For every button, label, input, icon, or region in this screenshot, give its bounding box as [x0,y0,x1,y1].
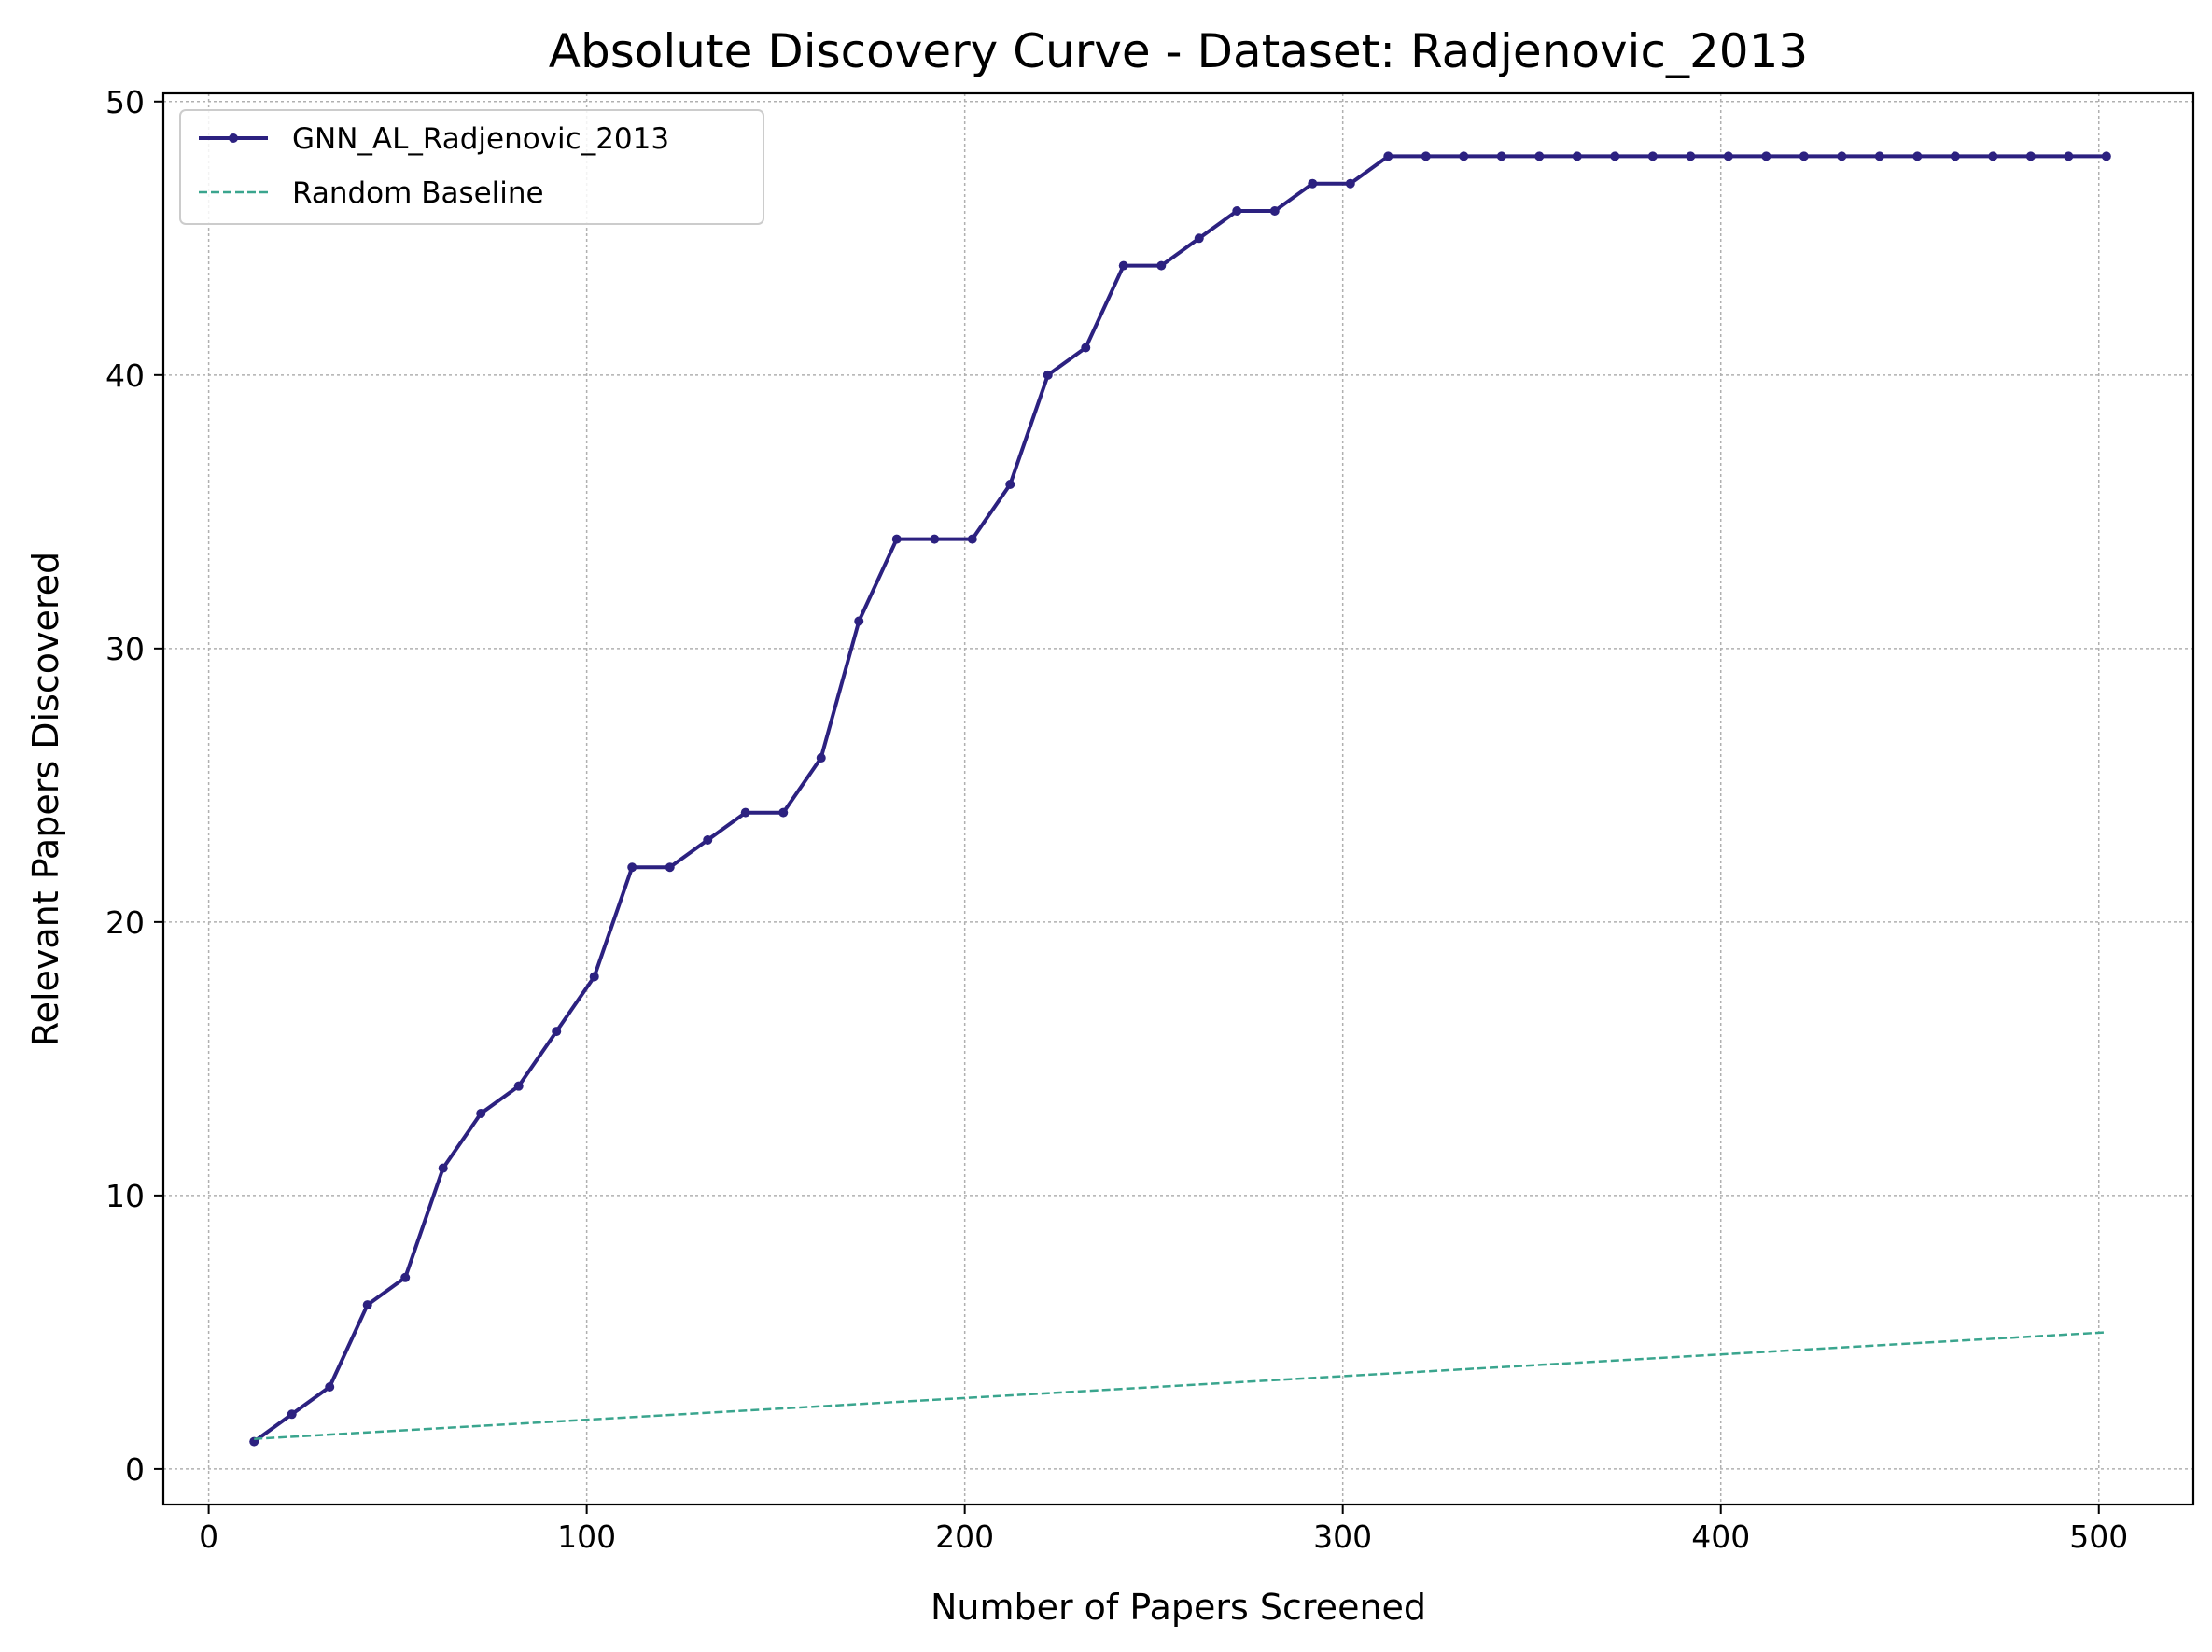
legend: GNN_AL_Radjenovic_2013 Random Baseline [179,109,764,225]
data-point-0-32 [1459,151,1469,161]
y-tick-label-5: 50 [105,84,145,120]
chart-title: Absolute Discovery Curve - Dataset: Radj… [549,24,1808,78]
data-point-0-35 [1572,151,1582,161]
data-point-0-2 [325,1382,335,1392]
data-point-0-21 [1043,370,1053,380]
y-tick-label-4: 40 [105,357,145,394]
grid-lines [163,93,2193,1505]
data-point-0-36 [1610,151,1620,161]
data-point-0-11 [665,862,675,873]
data-point-0-14 [778,807,789,818]
legend-label-gnn: GNN_AL_Radjenovic_2013 [292,122,669,156]
data-point-0-26 [1232,206,1242,216]
data-point-0-8 [552,1027,562,1037]
data-point-0-37 [1647,151,1658,161]
axis-ticks: 0 100 200 300 400 500 0 10 20 30 40 50 [105,84,2128,1555]
plot-frame [161,91,2195,1506]
series-line-0 [253,154,2107,1444]
x-tick-label-4: 400 [1691,1519,1750,1555]
data-point-0-46 [1988,151,1998,161]
x-axis-label: Number of Papers Screened [931,1587,1426,1628]
data-point-0-33 [1496,151,1506,161]
data-point-0-6 [476,1108,486,1118]
data-point-0-13 [740,807,750,818]
data-point-0-49 [2101,151,2111,161]
y-tick-label-0: 0 [125,1451,145,1488]
data-point-0-47 [2025,151,2036,161]
data-point-0-12 [703,834,713,845]
data-point-0-28 [1308,178,1318,189]
data-point-0-22 [1081,343,1091,353]
data-point-0-3 [362,1300,372,1310]
data-point-0-30 [1383,151,1393,161]
y-tick-label-2: 20 [105,904,145,941]
data-point-0-25 [1194,233,1204,244]
data-point-0-24 [1156,260,1167,271]
data-point-0-34 [1534,151,1545,161]
series-line-1 [254,1331,2107,1440]
legend-box [179,109,764,225]
data-point-0-41 [1799,151,1809,161]
data-point-0-31 [1421,151,1431,161]
data-point-0-20 [1005,480,1015,490]
y-tick-label-1: 10 [105,1178,145,1214]
x-tick-label-0: 0 [199,1519,218,1555]
data-point-0-15 [816,753,826,763]
data-point-0-42 [1837,151,1847,161]
data-point-0-17 [891,534,902,544]
legend-marker-gnn [229,133,238,143]
data-point-0-4 [400,1272,411,1282]
data-point-0-39 [1723,151,1733,161]
data-point-0-45 [1950,151,1960,161]
data-point-0-9 [589,972,599,982]
data-point-0-38 [1686,151,1696,161]
data-point-0-44 [1912,151,1923,161]
data-point-0-18 [930,534,940,544]
legend-label-random: Random Baseline [292,176,544,210]
y-tick-label-3: 30 [105,631,145,667]
data-point-0-48 [2064,151,2074,161]
data-point-0-16 [854,616,864,626]
data-point-0-29 [1345,178,1355,189]
data-point-0-27 [1269,206,1280,216]
x-tick-label-2: 200 [935,1519,994,1555]
data-point-0-5 [438,1163,448,1173]
data-point-0-40 [1761,151,1771,161]
data-point-0-19 [967,534,977,544]
data-point-0-43 [1874,151,1884,161]
y-axis-label: Relevant Papers Discovered [25,552,66,1046]
data-point-0-23 [1118,260,1128,271]
data-point-0-1 [287,1409,297,1420]
data-point-0-10 [627,862,637,873]
data-point-0-7 [513,1081,524,1091]
x-tick-label-1: 100 [557,1519,616,1555]
x-tick-label-5: 500 [2069,1519,2128,1555]
x-tick-label-3: 300 [1313,1519,1372,1555]
series-layer [249,151,2111,1447]
